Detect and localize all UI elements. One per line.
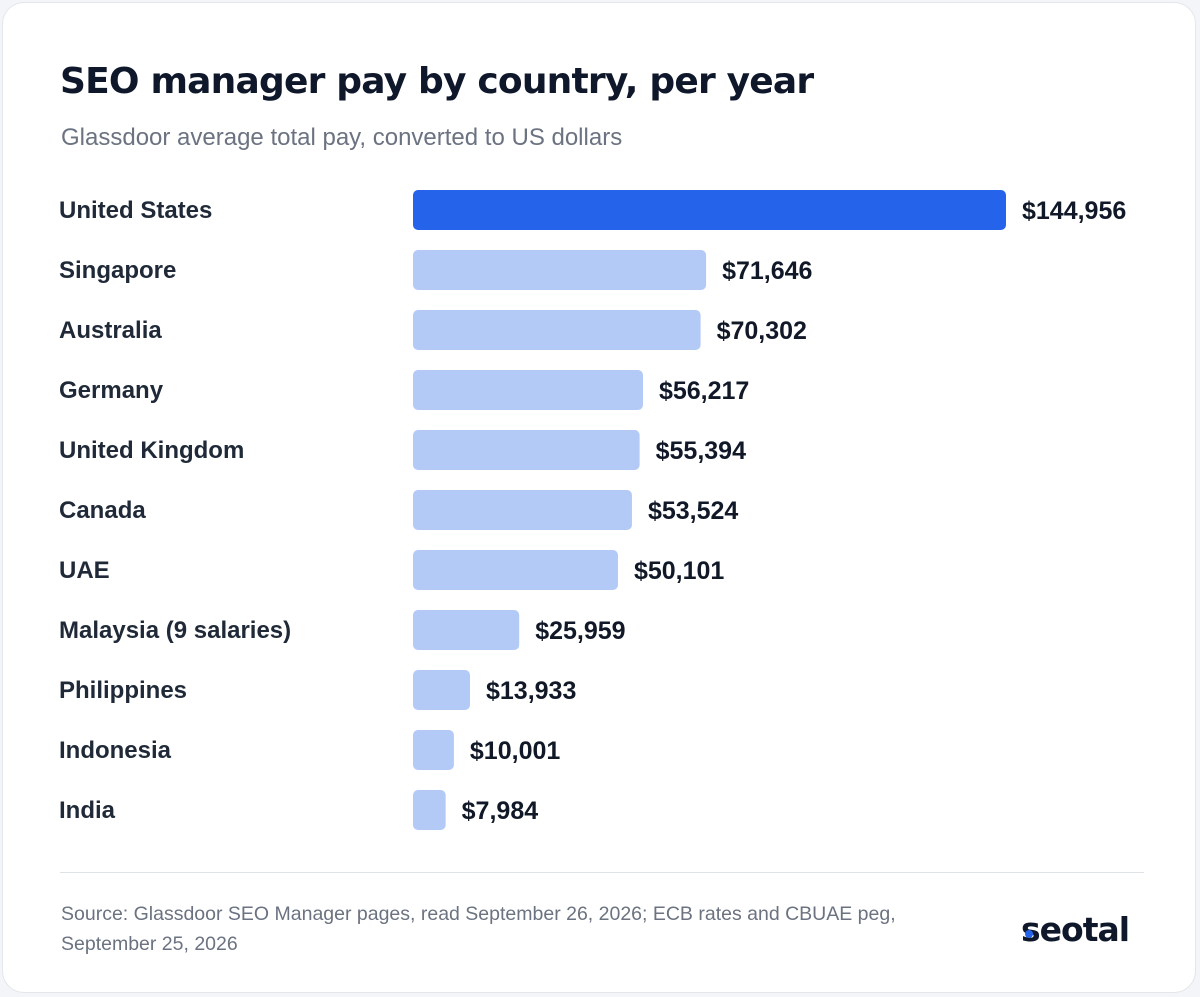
- value-label: $10,001: [470, 737, 560, 765]
- value-label: $53,524: [648, 497, 738, 525]
- bar: [413, 670, 470, 710]
- bar: [413, 250, 707, 290]
- value-label: $144,956: [1022, 197, 1126, 225]
- value-label: $55,394: [656, 437, 746, 465]
- category-label: United States: [59, 197, 212, 224]
- bar: [413, 190, 1006, 230]
- category-label: Germany: [59, 377, 164, 404]
- category-label: India: [59, 797, 116, 824]
- chart-subtitle: Glassdoor average total pay, converted t…: [61, 124, 623, 151]
- bar: [413, 610, 520, 650]
- value-label: $56,217: [659, 377, 749, 405]
- source-note: Source: Glassdoor SEO Manager pages, rea…: [61, 903, 896, 955]
- value-label: $50,101: [634, 557, 724, 585]
- category-label: Philippines: [59, 677, 187, 704]
- bar: [413, 370, 643, 410]
- bar: [413, 430, 640, 470]
- chart-title: SEO manager pay by country, per year: [60, 61, 814, 102]
- category-label: United Kingdom: [59, 437, 244, 464]
- category-label: UAE: [59, 557, 110, 584]
- bar-chart: United States $144,956 Singapore $71,646 Aus…: [59, 190, 1126, 830]
- category-label: Canada: [59, 497, 146, 524]
- value-label: $71,646: [722, 257, 812, 285]
- bar: [413, 790, 446, 830]
- bar: [413, 310, 701, 350]
- value-label: $70,302: [717, 317, 807, 345]
- category-label: Singapore: [59, 257, 176, 284]
- value-label: $13,933: [486, 677, 576, 705]
- bar: [413, 730, 454, 770]
- brand-logo-text: seotal: [1021, 910, 1130, 949]
- bar: [413, 550, 618, 590]
- category-label: Indonesia: [59, 737, 172, 764]
- value-label: $25,959: [535, 617, 625, 645]
- logo-dot-icon: [1025, 930, 1033, 938]
- brand-logo: seotal: [1021, 910, 1130, 949]
- value-label: $7,984: [462, 797, 539, 825]
- bar: [413, 490, 632, 530]
- category-label: Australia: [59, 317, 162, 344]
- category-label: Malaysia (9 salaries): [59, 617, 291, 644]
- footer-divider: [60, 872, 1144, 873]
